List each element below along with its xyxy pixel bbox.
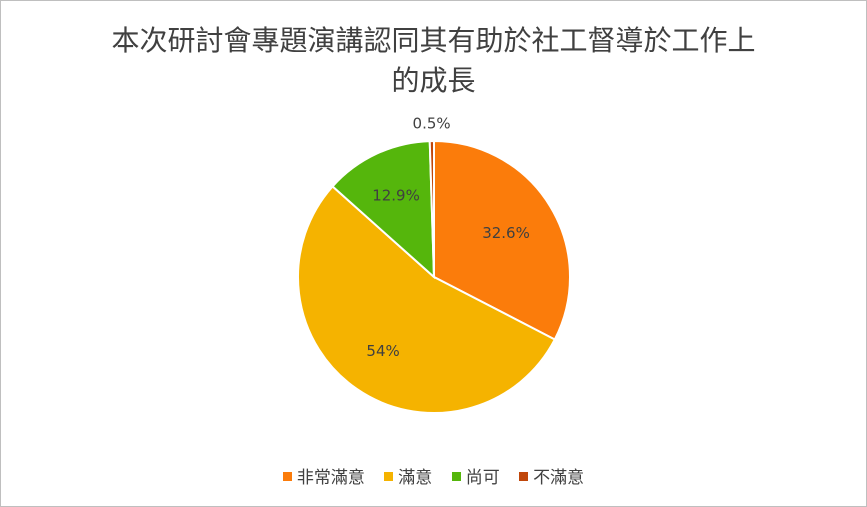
slice-very-satisfied: [433, 139, 571, 341]
data-label-satisfied: 54%: [366, 342, 399, 360]
legend-swatch-dissatisfied: [519, 471, 529, 481]
data-label-very-satisfied: 32.6%: [482, 224, 530, 242]
legend-item-fair: 尚可: [451, 463, 500, 488]
data-label-fair: 12.9%: [372, 187, 420, 205]
data-label-dissatisfied: 0.5%: [413, 114, 451, 132]
legend-item-dissatisfied: 不滿意: [519, 463, 584, 488]
slice-satisfied: [297, 185, 557, 414]
legend-item-very-satisfied: 非常滿意: [282, 463, 365, 488]
legend: 非常滿意 滿意 尚可 不滿意: [1, 463, 866, 488]
slice-dissatisfied: [428, 139, 435, 278]
legend-swatch-fair: [451, 471, 461, 481]
legend-label-dissatisfied: 不滿意: [533, 468, 585, 488]
legend-swatch-very-satisfied: [282, 471, 292, 481]
chart-title: 本次研討會專題演講認同其有助於社工督導於工作上 的成長: [41, 21, 826, 101]
slice-fair: [331, 140, 436, 280]
chart-title-line-1: 本次研討會專題演講認同其有助於社工督導於工作上: [111, 24, 756, 57]
legend-label-fair: 尚可: [465, 468, 500, 488]
legend-label-very-satisfied: 非常滿意: [296, 468, 365, 488]
legend-label-satisfied: 滿意: [398, 468, 433, 488]
legend-swatch-satisfied: [384, 471, 394, 481]
chart-title-line-2: 的成長: [391, 64, 476, 97]
legend-item-satisfied: 滿意: [384, 463, 432, 488]
